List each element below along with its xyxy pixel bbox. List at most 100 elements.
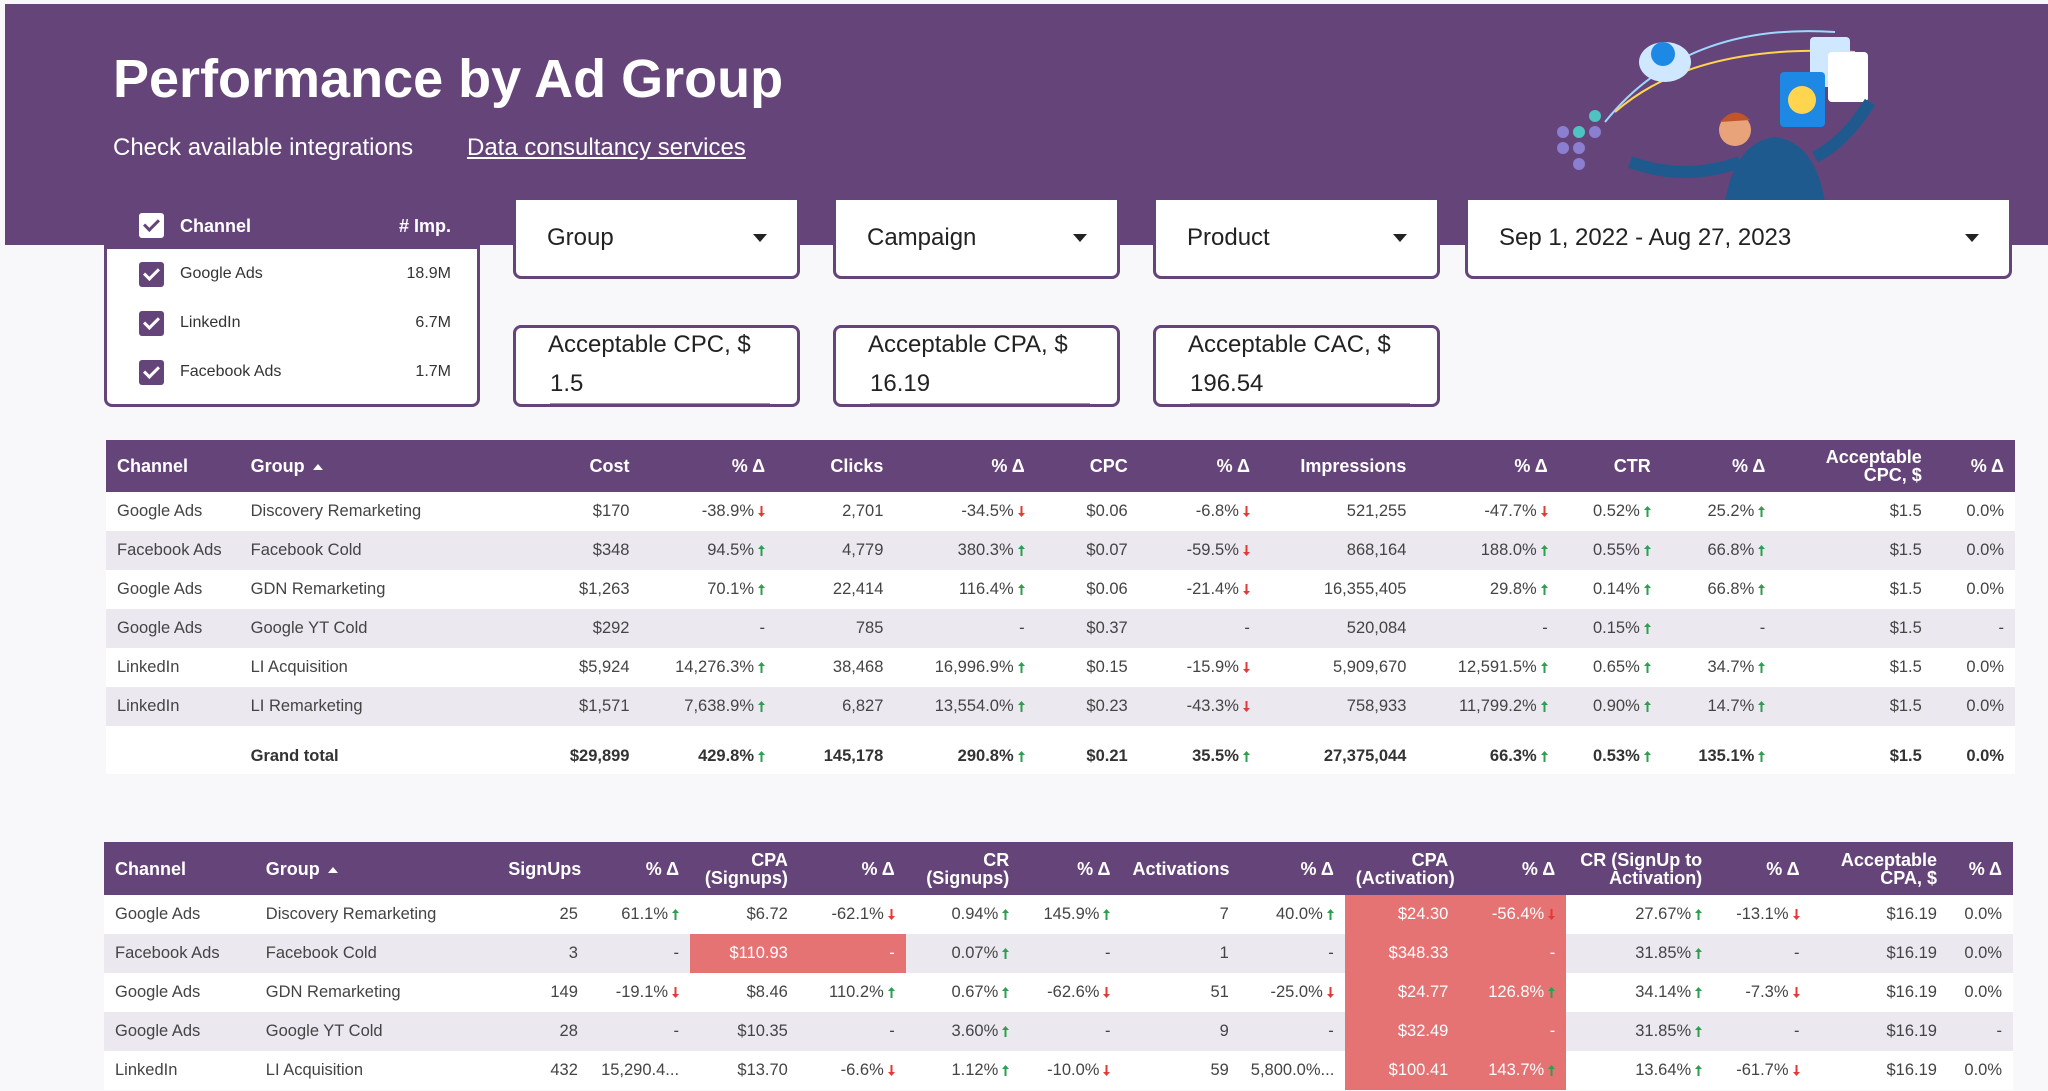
- column-header[interactable]: CPA (Signups): [690, 842, 799, 895]
- table-cell: 143.7%: [1459, 1051, 1567, 1090]
- table-cell: 0.0%: [1932, 492, 2015, 531]
- sort-indicator: [312, 464, 323, 470]
- column-header[interactable]: CPA (Activation): [1344, 842, 1460, 895]
- dropdown[interactable]: Group: [513, 200, 800, 279]
- input-value[interactable]: 1.5: [550, 370, 770, 404]
- table-cell: -: [588, 934, 691, 973]
- input-value[interactable]: 196.54: [1190, 370, 1410, 404]
- column-header[interactable]: SignUps: [497, 842, 589, 895]
- column-header[interactable]: Acceptable CPA, $: [1810, 842, 1948, 895]
- number-input[interactable]: Acceptable CPC, $ 1.5: [513, 325, 800, 407]
- trend-arrow: [1017, 701, 1025, 712]
- consultancy-link[interactable]: Data consultancy services: [467, 134, 746, 161]
- table-cell: -62.1%: [798, 895, 906, 934]
- column-header[interactable]: Group: [239, 440, 496, 492]
- integrations-link[interactable]: Check available integrations: [113, 134, 414, 161]
- column-header[interactable]: % Δ: [1661, 440, 1777, 492]
- dropdown-label: Sep 1, 2022 - Aug 27, 2023: [1499, 224, 1792, 251]
- table-cell: 0.0%: [1932, 648, 2015, 687]
- column-header[interactable]: Clicks: [776, 440, 895, 492]
- table-cell: -: [1138, 609, 1261, 648]
- table-cell: 59: [1121, 1051, 1240, 1090]
- table-cell: 3.60%: [905, 1012, 1021, 1051]
- trend-arrow: [1540, 662, 1548, 673]
- table-cell: $6.72: [690, 895, 799, 934]
- dropdown-caret: [1073, 234, 1087, 242]
- trend-arrow: [1326, 987, 1334, 998]
- data-row: Google Ads Discovery Remarketing 25 61.1% $6…: [104, 895, 2013, 934]
- column-header[interactable]: % Δ: [640, 440, 777, 492]
- table-cell: -: [1417, 609, 1559, 648]
- column-header[interactable]: CPC: [1035, 440, 1139, 492]
- column-header[interactable]: % Δ: [1020, 842, 1122, 895]
- table-cell: $0.06: [1035, 492, 1139, 531]
- checkbox[interactable]: [139, 360, 164, 385]
- table-cell: 7,638.9%: [640, 687, 777, 726]
- column-header[interactable]: % Δ: [894, 440, 1036, 492]
- table-cell: 11,799.2%: [1417, 687, 1559, 726]
- column-header[interactable]: % Δ: [798, 842, 906, 895]
- table-cell: -: [1932, 609, 2015, 648]
- channel-filter[interactable]: Channel # Imp. Google Ads 18.9M LinkedIn 6.7M…: [104, 200, 480, 407]
- column-header[interactable]: CR (SignUp to Activation): [1566, 842, 1714, 895]
- column-header[interactable]: % Δ: [1459, 842, 1567, 895]
- table-cell: 758,933: [1260, 687, 1418, 726]
- column-header[interactable]: Group: [254, 842, 498, 895]
- dropdown[interactable]: Campaign: [833, 200, 1120, 279]
- column-header[interactable]: Acceptable CPC, $: [1776, 440, 1933, 492]
- total-cell: $1.5: [1776, 726, 1933, 774]
- column-header[interactable]: % Δ: [1239, 842, 1345, 895]
- column-header[interactable]: Impressions: [1260, 440, 1418, 492]
- trend-arrow: [758, 506, 766, 517]
- column-header[interactable]: CTR: [1558, 440, 1662, 492]
- column-header[interactable]: Cost: [495, 440, 641, 492]
- table-cell: 27.67%: [1566, 895, 1714, 934]
- table-cell: $16.19: [1810, 1051, 1948, 1090]
- dropdown[interactable]: Sep 1, 2022 - Aug 27, 2023: [1465, 200, 2012, 279]
- table-cell: -7.3%: [1713, 973, 1811, 1012]
- column-header[interactable]: % Δ: [1417, 440, 1559, 492]
- table-cell: 66.8%: [1661, 531, 1777, 570]
- trend-arrow: [1758, 584, 1766, 595]
- table-cell: $170: [495, 492, 641, 531]
- input-value[interactable]: 16.19: [870, 370, 1090, 404]
- trend-arrow: [1695, 987, 1703, 998]
- trend-arrow: [1792, 987, 1800, 998]
- trend-arrow: [1792, 1065, 1800, 1076]
- table-cell: $24.77: [1344, 973, 1460, 1012]
- dropdown[interactable]: Product: [1153, 200, 1440, 279]
- column-header[interactable]: % Δ: [1138, 440, 1261, 492]
- table-cell: 3: [497, 934, 589, 973]
- trend-arrow: [887, 909, 895, 920]
- column-header[interactable]: % Δ: [1713, 842, 1811, 895]
- table-cell: 22,414: [776, 570, 895, 609]
- number-input[interactable]: Acceptable CPA, $ 16.19: [833, 325, 1120, 407]
- column-header[interactable]: % Δ: [1932, 440, 2015, 492]
- data-row: Google Ads Google YT Cold 28- $10.35-3.60% -…: [104, 1012, 2013, 1051]
- column-header[interactable]: % Δ: [1947, 842, 2013, 895]
- column-header[interactable]: CR (Signups): [905, 842, 1021, 895]
- table-cell: 0.52%: [1558, 492, 1662, 531]
- table-cell: -62.6%: [1020, 973, 1122, 1012]
- channel-header[interactable]: Channel # Imp.: [107, 200, 477, 249]
- trend-arrow: [1540, 701, 1548, 712]
- table-cell: Facebook Ads: [106, 531, 240, 570]
- data-row: Google Ads GDN Remarketing 149 -19.1% $8.46 1…: [104, 973, 2013, 1012]
- channel-option[interactable]: LinkedIn 6.7M: [107, 298, 477, 347]
- input-label: Acceptable CAC, $: [1188, 331, 1391, 358]
- number-input[interactable]: Acceptable CAC, $ 196.54: [1153, 325, 1440, 407]
- column-header[interactable]: Channel: [104, 842, 255, 895]
- column-header[interactable]: % Δ: [588, 842, 691, 895]
- channel-option[interactable]: Facebook Ads 1.7M: [107, 347, 477, 396]
- column-header[interactable]: Activations: [1121, 842, 1240, 895]
- checkbox[interactable]: [139, 213, 164, 238]
- table-cell: $1.5: [1776, 687, 1933, 726]
- table-cell: -: [1239, 934, 1345, 973]
- checkbox[interactable]: [139, 262, 164, 287]
- channel-option[interactable]: Google Ads 18.9M: [107, 249, 477, 298]
- column-header[interactable]: Channel: [106, 440, 240, 492]
- table-cell: 14.7%: [1661, 687, 1777, 726]
- trend-arrow: [758, 751, 766, 762]
- checkbox[interactable]: [139, 311, 164, 336]
- trend-arrow: [1643, 751, 1651, 762]
